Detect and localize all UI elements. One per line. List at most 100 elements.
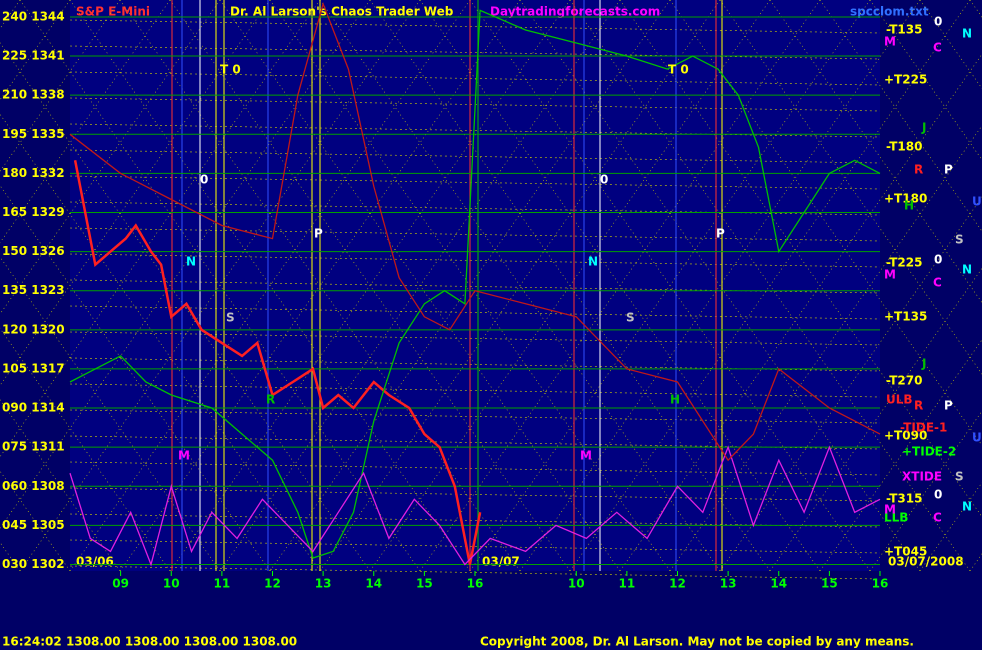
file-name: spcclom.txt: [850, 5, 929, 19]
series-line: [69, 9, 881, 559]
x-tick-label: 15: [416, 577, 433, 591]
x-tick-label: 14: [770, 577, 787, 591]
annotation: 0: [200, 173, 208, 187]
x-tick-label: 14: [365, 577, 382, 591]
plot-marks: [69, 1, 881, 567]
lattice-line: [569, 0, 971, 572]
annotation: S: [955, 470, 964, 484]
annotation: R: [266, 393, 275, 407]
lattice-line: [69, 383, 881, 398]
x-tick-label: 09: [112, 577, 129, 591]
date-label: 03/07: [482, 555, 520, 569]
x-tick-label: 16: [872, 577, 889, 591]
x-tick-label: 15: [821, 577, 838, 591]
lattice-line: [869, 0, 982, 161]
y-tick-label: 105 1317: [2, 361, 65, 375]
annotation: N: [588, 255, 598, 269]
annotation: T 0: [220, 63, 241, 77]
lattice-line: [0, 0, 71, 101]
y-tick-label: 165 1329: [2, 205, 65, 219]
lattice-line: [0, 470, 71, 572]
lattice-line: [69, 175, 881, 190]
lattice-line: [0, 0, 121, 172]
lattice-line: [69, 71, 881, 86]
lattice-line: [819, 0, 982, 232]
annotation: LLB: [884, 511, 908, 525]
lattice-line: [69, 539, 881, 554]
annotation: H: [670, 393, 680, 407]
annotation: -T315: [886, 492, 922, 506]
y-tick-label: 060 1308: [2, 479, 65, 493]
annotation: M: [884, 268, 896, 282]
annotation: C: [933, 41, 942, 55]
series-line: [73, 160, 482, 565]
plot-area: [70, 0, 880, 571]
y-tick-label: 075 1311: [2, 440, 65, 454]
x-tick-label: 10: [163, 577, 180, 591]
lattice-line: [0, 327, 171, 572]
annotation: +T135: [884, 310, 927, 324]
x-tick-label: 10: [568, 577, 585, 591]
y-tick-label: 225 1341: [2, 49, 65, 63]
annotation: P: [314, 227, 323, 241]
series-line: [69, 1, 881, 462]
annotation: +T090: [884, 429, 927, 443]
y-tick-label: 120 1320: [2, 322, 65, 336]
lattice-line: [69, 149, 881, 164]
chart-title: Dr. Al Larson's Chaos Trader Web: [230, 5, 454, 19]
annotation: -TIDE-1: [900, 421, 947, 435]
annotation: S: [955, 233, 964, 247]
annotation: -T135: [886, 23, 922, 37]
annotation: C: [933, 276, 942, 290]
x-tick-label: 16: [467, 577, 484, 591]
lattice-line: [69, 45, 881, 60]
y-tick-label: 210 1338: [2, 88, 65, 102]
annotation: P: [716, 227, 725, 241]
annotation: 0: [600, 173, 608, 187]
status-prices: 1308.00 1308.00 1308.00 1308.00: [66, 635, 297, 649]
annotation: R: [914, 399, 923, 413]
annotation: +TIDE-2: [902, 445, 956, 459]
annotation: N: [962, 27, 972, 41]
annotation: J: [921, 357, 926, 371]
annotation: -T270: [886, 374, 922, 388]
date-label: 03/07/2008: [888, 555, 964, 569]
lattice-line: [69, 409, 881, 424]
annotation: P: [944, 399, 953, 413]
annotation: +T225: [884, 73, 927, 87]
annotation: -T180: [886, 140, 922, 154]
annotation: 0: [934, 253, 942, 267]
annotation: P: [944, 163, 953, 177]
annotation: M: [178, 449, 190, 463]
annotation: R: [914, 163, 923, 177]
x-tick-label: 13: [315, 577, 332, 591]
lattice-line: [0, 399, 121, 572]
annotation: ULB: [886, 393, 913, 407]
annotation: 0: [934, 15, 942, 29]
y-tick-label: 135 1323: [2, 283, 65, 297]
series-line: [69, 445, 881, 567]
annotation: M: [884, 35, 896, 49]
status-time: 16:24:02: [2, 635, 62, 649]
lattice-line: [669, 125, 982, 572]
x-tick-label: 12: [669, 577, 686, 591]
annotation: T 0: [668, 63, 689, 77]
annotation: H: [904, 199, 914, 213]
lattice-line: [819, 339, 982, 572]
x-tick-label: 11: [214, 577, 231, 591]
x-tick-label: 13: [720, 577, 737, 591]
annotation: C: [933, 511, 942, 525]
annotation: -T225: [886, 256, 922, 270]
y-tick-label: 045 1305: [2, 518, 65, 532]
annotation: +T045: [884, 545, 927, 559]
y-tick-label: 240 1344: [2, 9, 65, 23]
site-link: Daytradingforecasts.com: [490, 5, 660, 19]
annotation: M: [884, 503, 896, 517]
annotation: XTIDE: [902, 470, 942, 484]
y-tick-label: 090 1314: [2, 401, 65, 415]
annotation: N: [962, 263, 972, 277]
annotation: U: [972, 195, 982, 209]
x-tick-label: 12: [264, 577, 281, 591]
annotation: N: [962, 500, 972, 514]
